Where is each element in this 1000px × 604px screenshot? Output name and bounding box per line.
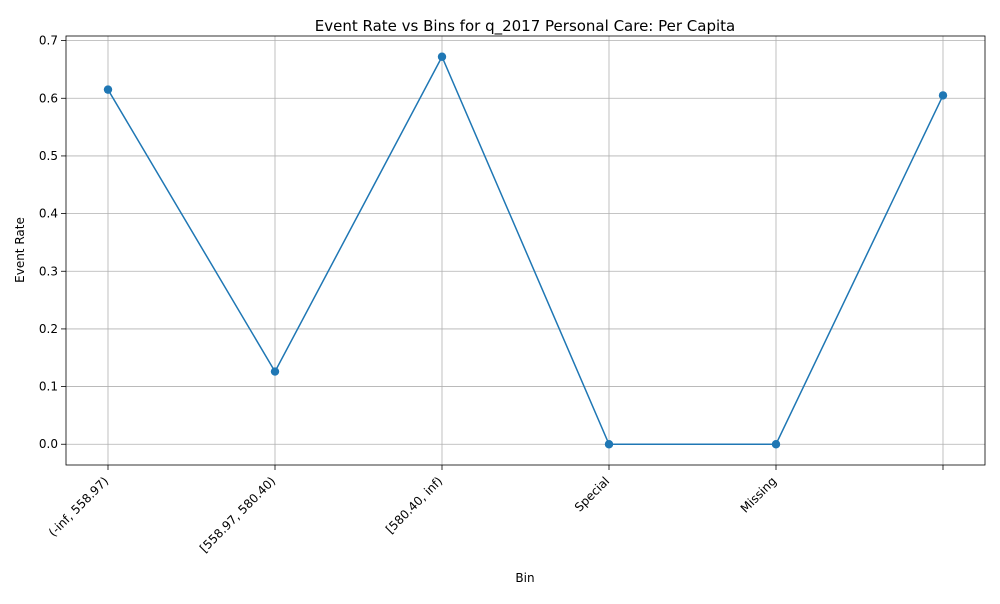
data-point [270,367,280,376]
data-point [604,440,614,449]
y-tick-label: 0.3 [39,264,58,278]
x-tick-label: (-inf, 558.97) [46,474,111,539]
y-tick-label: 0.6 [39,91,58,105]
plot-area [103,52,948,449]
y-tick-label: 0.2 [39,322,58,336]
y-tick-label: 0.5 [39,149,58,163]
y-tick-label: 0.1 [39,380,58,394]
data-point [938,91,948,100]
axes: (-inf, 558.97) [558.97, 580.40) [580.40, i… [39,34,986,555]
grid-lines [66,36,985,465]
data-point [437,52,447,61]
x-tick-label: Special [572,474,612,514]
axes-frame [65,35,986,466]
y-tick-label: 0.7 [39,34,58,48]
y-tick-label: 0.4 [39,207,58,221]
chart-title: Event Rate vs Bins for q_2017 Personal C… [315,17,735,36]
x-tick-label: [558.97, 580.40) [197,474,278,555]
x-tick-label: [580.40, inf) [383,474,445,536]
y-axis-label: Event Rate [13,217,27,283]
data-point [771,440,781,449]
x-axis-label: Bin [515,571,534,585]
series-line [107,55,944,445]
x-tick-label: Missing [738,474,780,516]
y-tick-label: 0.0 [39,437,58,451]
data-point [103,85,113,94]
